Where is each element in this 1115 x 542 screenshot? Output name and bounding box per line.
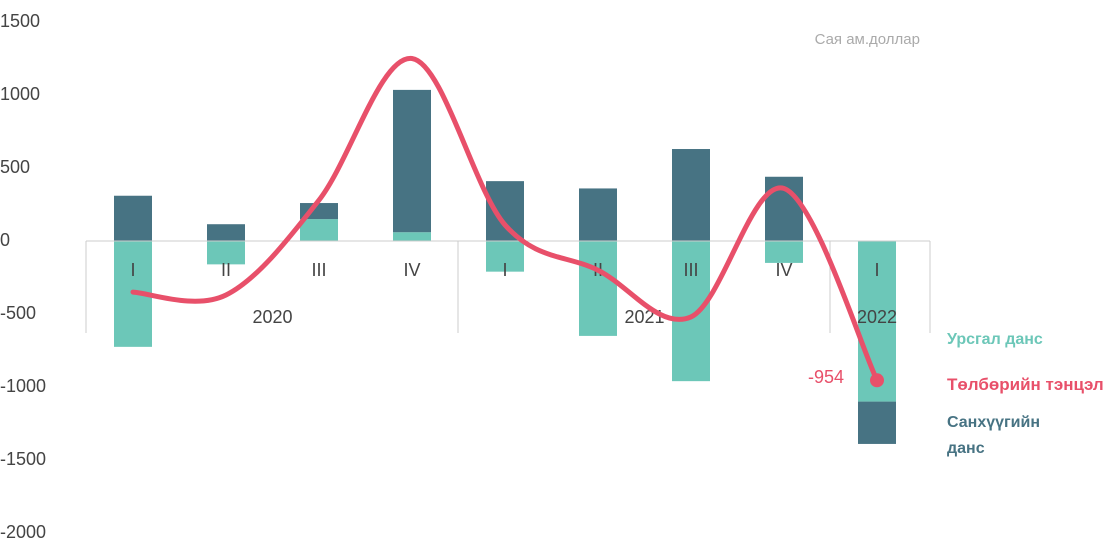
legend-entry: Төлбөрийн тэнцэл [947, 375, 1104, 394]
bar [486, 241, 524, 272]
legend-entry: Урсгал данс [947, 331, 1043, 348]
bar [393, 232, 431, 241]
bar [207, 241, 245, 265]
bar [672, 149, 710, 241]
y-tick-label: -1500 [0, 449, 46, 469]
x-tick-label: I [130, 260, 135, 280]
x-tick-label: III [683, 260, 698, 280]
y-tick-label: 500 [0, 157, 30, 177]
legend-entry: Санхүүгийн данс [947, 414, 1041, 457]
group-label: 2022 [857, 307, 897, 327]
x-tick-label: I [874, 260, 879, 280]
bar [486, 181, 524, 241]
y-tick-label: 1000 [0, 84, 40, 104]
bar [858, 401, 896, 444]
x-tick-label: IV [403, 260, 420, 280]
y-tick-label: -2000 [0, 522, 46, 542]
y-tick-label: -1000 [0, 376, 46, 396]
bar [765, 241, 803, 263]
bar [579, 188, 617, 241]
group-label: 2021 [624, 307, 664, 327]
x-tick-label: II [221, 260, 231, 280]
group-label: 2020 [252, 307, 292, 327]
bar [672, 241, 710, 382]
x-tick-label: I [502, 260, 507, 280]
bar [300, 219, 338, 241]
bar [579, 241, 617, 336]
x-tick-label: IV [775, 260, 792, 280]
x-tick-label: III [311, 260, 326, 280]
bar [207, 224, 245, 241]
unit-note: Сая ам.доллар [815, 31, 920, 48]
y-tick-label: 1500 [0, 11, 40, 31]
y-tick-label: 0 [0, 230, 10, 250]
line [130, 56, 880, 383]
bar [114, 195, 152, 241]
bar [393, 89, 431, 233]
data-label: -954 [808, 367, 844, 387]
line-marker [870, 373, 884, 388]
y-tick-label: -500 [0, 303, 36, 323]
